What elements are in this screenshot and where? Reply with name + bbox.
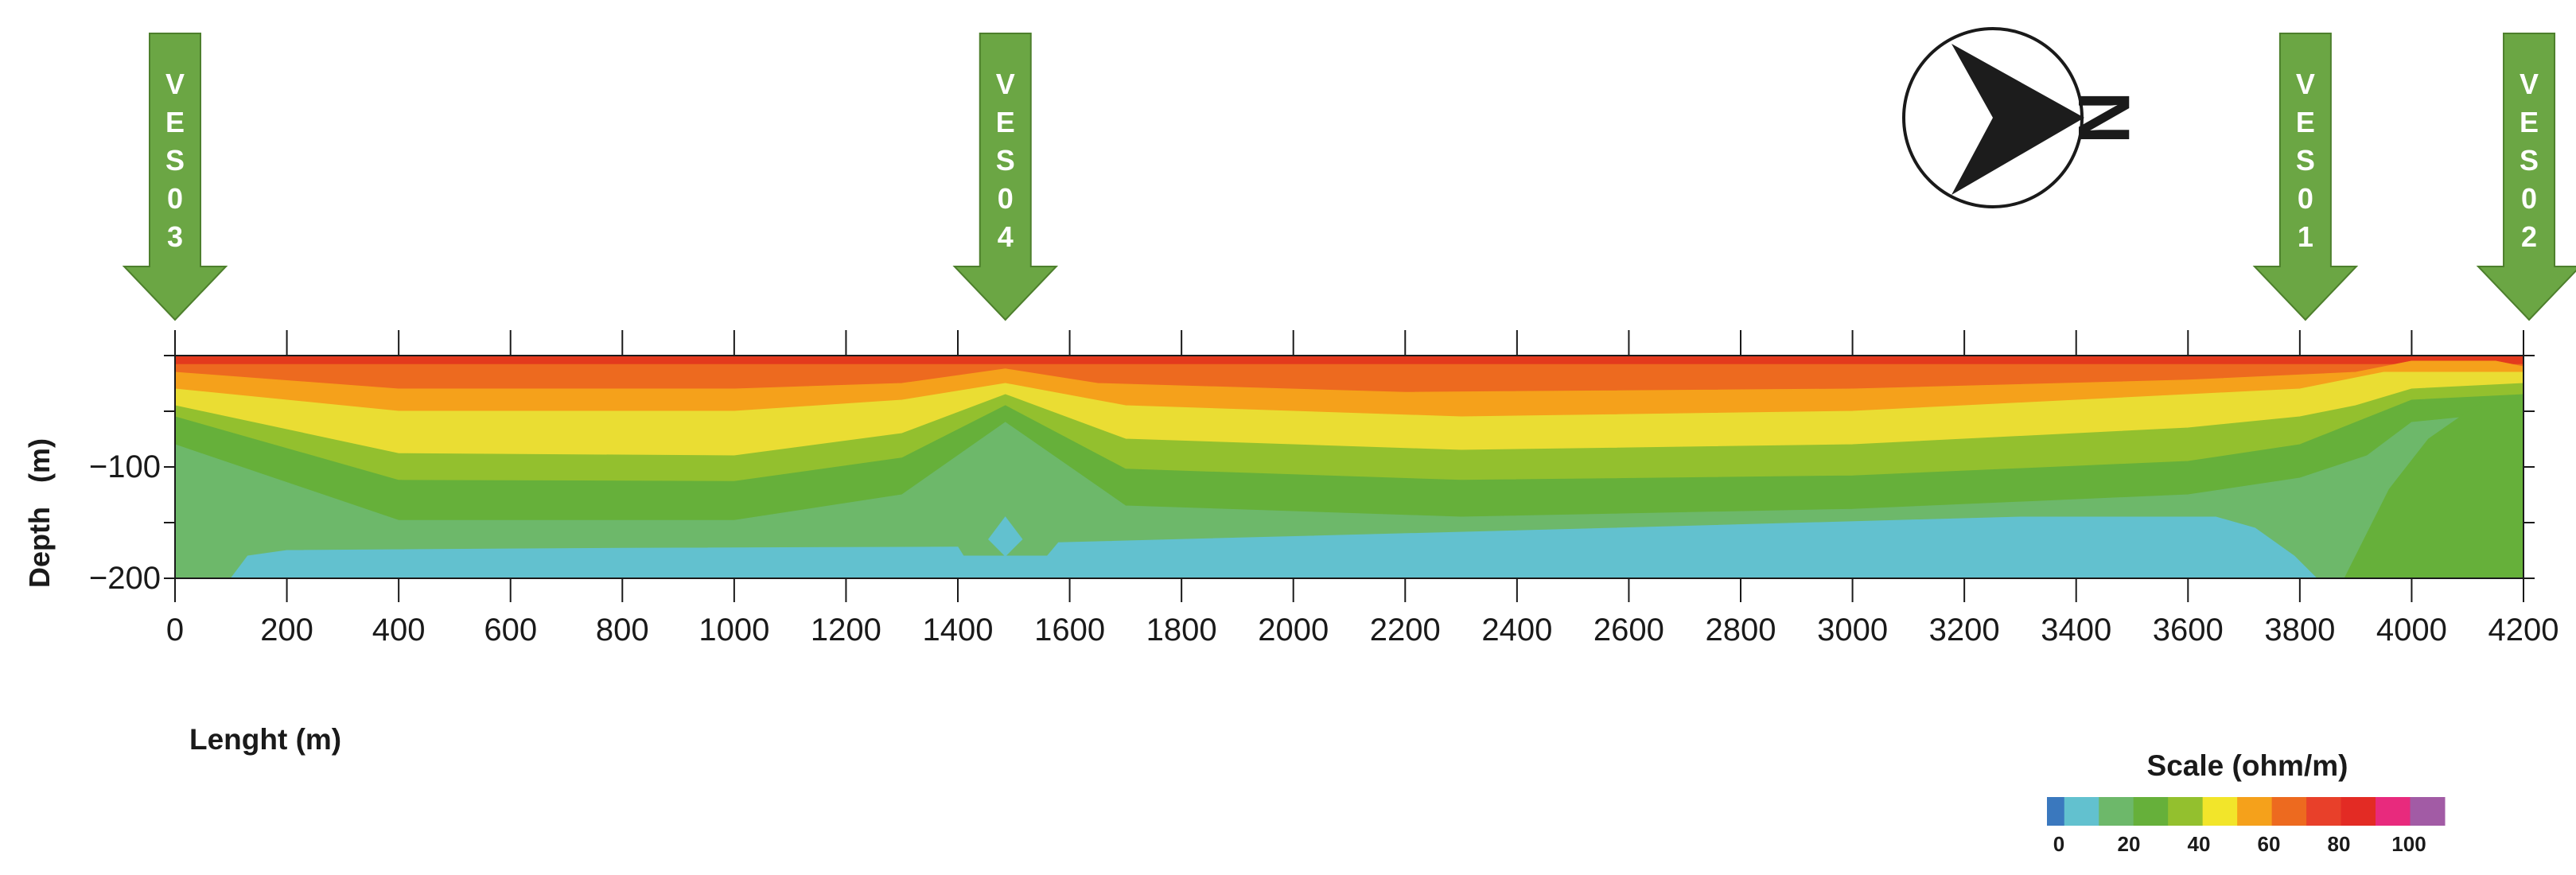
x-tick-label: 1400 bbox=[923, 612, 994, 648]
ves-label-char: S bbox=[2520, 144, 2539, 177]
north-arrow-head-icon bbox=[1951, 44, 2084, 195]
x-tick-label: 3600 bbox=[2153, 612, 2224, 648]
x-tick-label: 800 bbox=[596, 612, 649, 648]
ves-marker: VES 0 3 bbox=[122, 33, 228, 321]
x-tick-label: 4000 bbox=[2376, 612, 2447, 648]
x-tick-label: 2600 bbox=[1593, 612, 1664, 648]
ves-label-char: E bbox=[2296, 106, 2315, 138]
ves-label-char: V bbox=[165, 68, 185, 100]
ves-arrow-icon bbox=[2252, 33, 2359, 321]
x-tick-label: 3200 bbox=[1929, 612, 2000, 648]
legend-swatch bbox=[2306, 797, 2342, 826]
ves-label-char: 0 bbox=[998, 182, 1014, 215]
legend-tick-label: 20 bbox=[2118, 832, 2141, 856]
ves-label-char: S bbox=[2296, 144, 2315, 177]
legend-swatch bbox=[2237, 797, 2273, 826]
legend-swatch bbox=[2099, 797, 2134, 826]
ves-label-char: V bbox=[996, 68, 1015, 100]
legend-tick-labels: 0 20 40 60 80 100 bbox=[2053, 832, 2426, 856]
ves-label-char: V bbox=[2520, 68, 2539, 100]
resistivity-layers bbox=[174, 355, 2524, 579]
legend-swatch bbox=[2168, 797, 2204, 826]
legend-title: Scale (ohm/m) bbox=[2147, 749, 2348, 782]
ves-label-char: 0 bbox=[2298, 182, 2313, 215]
x-tick-label: 0 bbox=[166, 612, 184, 648]
x-tick-label: 1200 bbox=[811, 612, 881, 648]
x-tick-label: 2400 bbox=[1481, 612, 1552, 648]
ves-marker: VES 0 2 bbox=[2476, 33, 2576, 321]
legend-swatch bbox=[2271, 797, 2307, 826]
legend-tick-label: 0 bbox=[2053, 832, 2064, 856]
legend-swatch bbox=[2064, 797, 2099, 826]
ves-arrow-icon bbox=[122, 33, 228, 321]
x-tick-label: 3400 bbox=[2041, 612, 2111, 648]
layer-cyan-main bbox=[230, 516, 2318, 579]
x-tick-label: 4200 bbox=[2488, 612, 2559, 648]
ves-arrow-icon bbox=[2476, 33, 2576, 321]
x-tick-label: 2200 bbox=[1370, 612, 1441, 648]
ves-label-char: 0 bbox=[2521, 182, 2537, 215]
ves-label-char: 0 bbox=[167, 182, 183, 215]
legend-swatches bbox=[2047, 797, 2446, 826]
x-tick-label: 400 bbox=[372, 612, 426, 648]
ves-label-char: E bbox=[165, 106, 185, 138]
north-arrow: N bbox=[1902, 27, 2144, 208]
legend-swatch bbox=[2047, 797, 2065, 826]
x-tick-label: 3800 bbox=[2264, 612, 2335, 648]
x-tick-label: 200 bbox=[260, 612, 313, 648]
ves-label-char: E bbox=[2520, 106, 2539, 138]
legend-tick-label: 100 bbox=[2391, 832, 2426, 856]
x-tick-label: 2000 bbox=[1258, 612, 1329, 648]
x-tick-label: 1000 bbox=[698, 612, 769, 648]
ves-label-char: S bbox=[165, 144, 185, 177]
legend-swatch bbox=[2341, 797, 2376, 826]
x-tick-label: 3000 bbox=[1817, 612, 1888, 648]
ves-marker: VES 0 1 bbox=[2252, 33, 2359, 321]
ves-label-char: V bbox=[2296, 68, 2315, 100]
ves-label-char: 2 bbox=[2521, 220, 2537, 253]
legend-tick-label: 40 bbox=[2188, 832, 2211, 856]
layer-cyan-pocket bbox=[988, 516, 1023, 557]
x-tick-label: 600 bbox=[484, 612, 537, 648]
ves-label-char: 4 bbox=[998, 220, 1014, 253]
north-label: N bbox=[2063, 91, 2144, 144]
legend-swatch bbox=[2410, 797, 2446, 826]
legend-swatch bbox=[2202, 797, 2238, 826]
ves-arrow-icon bbox=[952, 33, 1059, 321]
y-axis-label: Depth (m) bbox=[23, 438, 56, 588]
axis-ticks: 0 200 400 600 800 1000 1200 1400 1600 1800 2000 220… bbox=[89, 330, 2559, 648]
legend-swatch bbox=[2133, 797, 2169, 826]
x-tick-label: 2800 bbox=[1706, 612, 1776, 648]
legend-swatch bbox=[2376, 797, 2411, 826]
layer-surface bbox=[174, 355, 2524, 365]
legend-tick-label: 80 bbox=[2328, 832, 2351, 856]
ves-label-char: 3 bbox=[167, 220, 183, 253]
y-tick-label: −100 bbox=[89, 449, 161, 484]
x-tick-label: 1800 bbox=[1146, 612, 1217, 648]
ves-label-char: S bbox=[996, 144, 1015, 177]
ves-marker: VES 0 4 bbox=[952, 33, 1059, 321]
x-tick-label: 1600 bbox=[1034, 612, 1105, 648]
x-axis-label: Lenght (m) bbox=[189, 723, 341, 756]
y-tick-label: −200 bbox=[89, 561, 161, 596]
ves-label-char: E bbox=[996, 106, 1015, 138]
ves-label-char: 1 bbox=[2298, 220, 2313, 253]
legend-tick-label: 60 bbox=[2258, 832, 2281, 856]
legend: Scale (ohm/m) 0 20 40 60 80 100 bbox=[2047, 749, 2446, 856]
